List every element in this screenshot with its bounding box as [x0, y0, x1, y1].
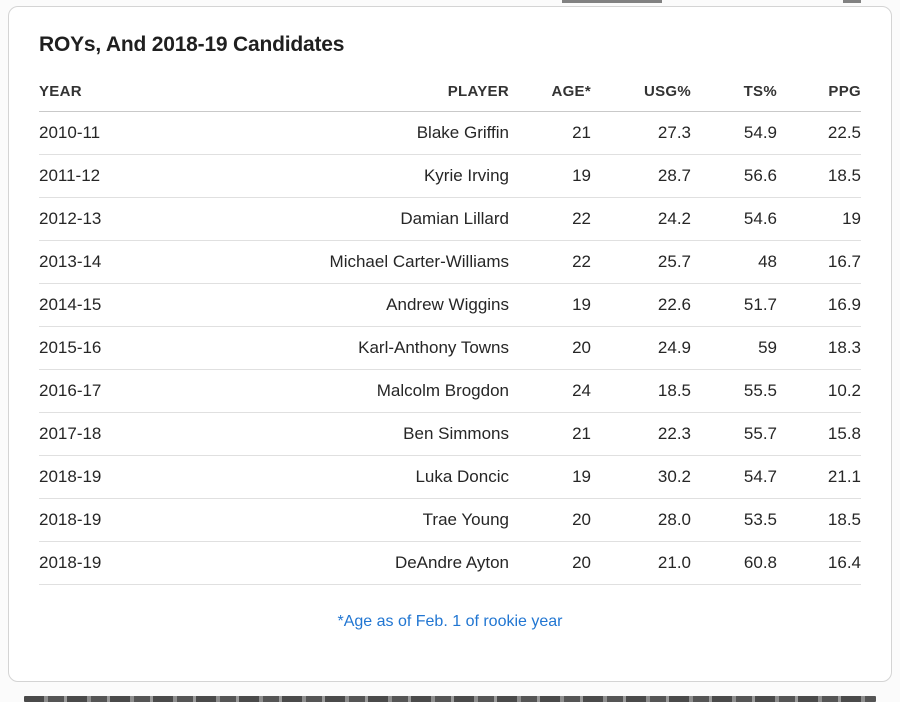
cell-player: Luka Doncic [209, 455, 509, 499]
cell-year: 2012-13 [39, 197, 209, 241]
cell-ppg: 16.9 [777, 283, 861, 327]
table-row: 2012-13 Damian Lillard 22 24.2 54.6 19 [39, 197, 861, 241]
cell-age: 22 [509, 197, 591, 241]
cell-ts: 55.7 [691, 412, 777, 456]
table-row: 2015-16 Karl-Anthony Towns 20 24.9 59 18.3 [39, 326, 861, 370]
cell-ts: 54.7 [691, 455, 777, 499]
age-footnote: *Age as of Feb. 1 of rookie year [337, 613, 563, 630]
cell-age: 20 [509, 326, 591, 370]
cropped-content-above [843, 0, 861, 3]
cell-ppg: 15.8 [777, 412, 861, 456]
cell-player: Karl-Anthony Towns [209, 326, 509, 370]
cell-age: 22 [509, 240, 591, 284]
cell-ts: 54.6 [691, 197, 777, 241]
table-card: ROYs, And 2018-19 Candidates YEAR PLAYER… [8, 6, 892, 682]
column-header-usg: USG% [591, 73, 691, 112]
table-row: 2014-15 Andrew Wiggins 19 22.6 51.7 16.9 [39, 283, 861, 327]
column-header-ts: TS% [691, 73, 777, 112]
cell-usg: 18.5 [591, 369, 691, 413]
cell-ppg: 16.4 [777, 541, 861, 585]
table-body: 2010-11 Blake Griffin 21 27.3 54.9 22.5 2011-1… [39, 111, 861, 585]
column-header-ppg: PPG [777, 73, 861, 112]
table-row: 2010-11 Blake Griffin 21 27.3 54.9 22.5 [39, 111, 861, 155]
cell-year: 2010-11 [39, 111, 209, 155]
cell-ts: 60.8 [691, 541, 777, 585]
cell-year: 2017-18 [39, 412, 209, 456]
cell-ts: 55.5 [691, 369, 777, 413]
cell-ts: 53.5 [691, 498, 777, 542]
cell-usg: 22.3 [591, 412, 691, 456]
cell-age: 19 [509, 455, 591, 499]
cell-player: Malcolm Brogdon [209, 369, 509, 413]
table-row: 2011-12 Kyrie Irving 19 28.7 56.6 18.5 [39, 154, 861, 198]
cell-usg: 21.0 [591, 541, 691, 585]
cell-ts: 59 [691, 326, 777, 370]
cell-ppg: 18.5 [777, 498, 861, 542]
column-header-player: PLAYER [209, 73, 509, 112]
cell-year: 2013-14 [39, 240, 209, 284]
cell-age: 19 [509, 154, 591, 198]
cell-ts: 48 [691, 240, 777, 284]
cell-year: 2015-16 [39, 326, 209, 370]
cell-year: 2016-17 [39, 369, 209, 413]
cell-usg: 30.2 [591, 455, 691, 499]
cell-ppg: 16.7 [777, 240, 861, 284]
cell-year: 2018-19 [39, 455, 209, 499]
column-header-year: YEAR [39, 73, 209, 112]
cell-usg: 28.0 [591, 498, 691, 542]
cell-player: Ben Simmons [209, 412, 509, 456]
table-row: 2016-17 Malcolm Brogdon 24 18.5 55.5 10.2 [39, 369, 861, 413]
cell-age: 19 [509, 283, 591, 327]
cropped-content-above [562, 0, 662, 3]
cell-age: 21 [509, 412, 591, 456]
cell-age: 24 [509, 369, 591, 413]
roy-stats-table: YEAR PLAYER AGE* USG% TS% PPG 2010-11 Bla… [39, 73, 861, 585]
cell-usg: 24.2 [591, 197, 691, 241]
cell-ppg: 18.5 [777, 154, 861, 198]
cell-usg: 28.7 [591, 154, 691, 198]
cell-ts: 56.6 [691, 154, 777, 198]
cell-ts: 51.7 [691, 283, 777, 327]
cell-ppg: 10.2 [777, 369, 861, 413]
cell-player: Blake Griffin [209, 111, 509, 155]
cell-usg: 27.3 [591, 111, 691, 155]
cropped-content-below [24, 696, 876, 702]
cell-player: Damian Lillard [209, 197, 509, 241]
cell-ppg: 21.1 [777, 455, 861, 499]
cell-player: Kyrie Irving [209, 154, 509, 198]
cell-player: Andrew Wiggins [209, 283, 509, 327]
cell-usg: 22.6 [591, 283, 691, 327]
table-row: 2018-19 Luka Doncic 19 30.2 54.7 21.1 [39, 455, 861, 499]
cell-year: 2011-12 [39, 154, 209, 198]
cell-age: 21 [509, 111, 591, 155]
cell-usg: 25.7 [591, 240, 691, 284]
cell-player: Michael Carter-Williams [209, 240, 509, 284]
cell-player: DeAndre Ayton [209, 541, 509, 585]
cell-usg: 24.9 [591, 326, 691, 370]
cell-year: 2014-15 [39, 283, 209, 327]
table-row: 2018-19 DeAndre Ayton 20 21.0 60.8 16.4 [39, 541, 861, 585]
cell-ppg: 18.3 [777, 326, 861, 370]
table-row: 2013-14 Michael Carter-Williams 22 25.7 48 16… [39, 240, 861, 284]
table-header-row: YEAR PLAYER AGE* USG% TS% PPG [39, 73, 861, 112]
cell-year: 2018-19 [39, 498, 209, 542]
column-header-age: AGE* [509, 73, 591, 112]
table-row: 2017-18 Ben Simmons 21 22.3 55.7 15.8 [39, 412, 861, 456]
cell-year: 2018-19 [39, 541, 209, 585]
page-title: ROYs, And 2018-19 Candidates [39, 33, 345, 56]
cell-age: 20 [509, 541, 591, 585]
cell-ppg: 22.5 [777, 111, 861, 155]
cell-ts: 54.9 [691, 111, 777, 155]
cell-player: Trae Young [209, 498, 509, 542]
cell-ppg: 19 [777, 197, 861, 241]
table-row: 2018-19 Trae Young 20 28.0 53.5 18.5 [39, 498, 861, 542]
cell-age: 20 [509, 498, 591, 542]
